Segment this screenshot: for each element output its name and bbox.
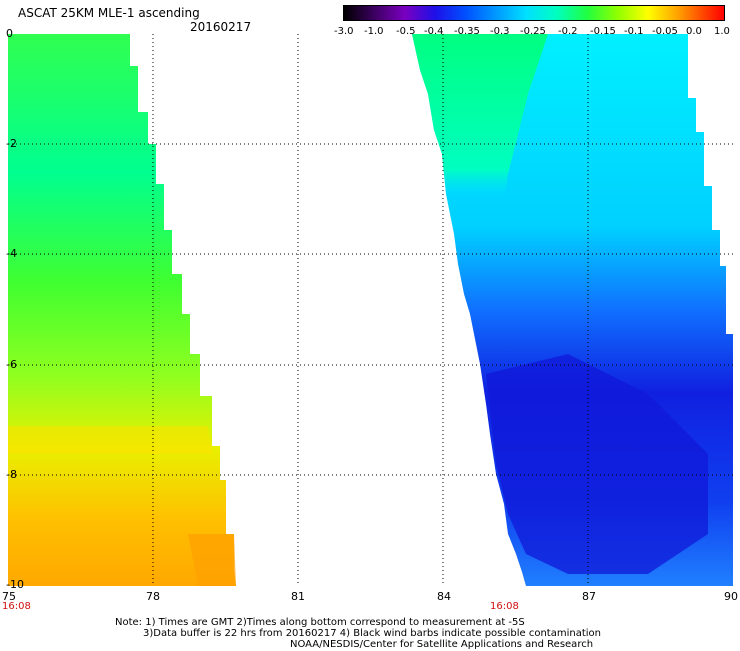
colorbar-label: -3.0 xyxy=(334,26,354,37)
colorbar-label: -0.1 xyxy=(624,26,644,37)
colorbar-label: -0.25 xyxy=(520,26,546,37)
colorbar-label: -0.05 xyxy=(652,26,678,37)
left-swath-orange-patch xyxy=(188,534,236,586)
map-title: ASCAT 25KM MLE-1 ascending xyxy=(18,6,200,20)
y-tick-label: -8 xyxy=(6,468,17,481)
colorbar-label: -0.4 xyxy=(424,26,444,37)
x-tick-label: 75 xyxy=(2,590,16,603)
y-tick-label: -10 xyxy=(6,578,24,591)
colorbar-label: -1.0 xyxy=(364,26,384,37)
time-label: 16:08 xyxy=(2,601,31,612)
right-swath-green-edge xyxy=(412,34,548,334)
colorbar-label: 1.0 xyxy=(714,26,730,37)
colorbar-label: -0.3 xyxy=(490,26,510,37)
x-tick-label: 81 xyxy=(291,590,305,603)
colorbar-label: -0.35 xyxy=(454,26,480,37)
note-line-2: 3)Data buffer is 22 hrs from 20160217 4)… xyxy=(143,628,601,639)
right-swath-deep-blue xyxy=(486,354,708,574)
time-label: 16:08 xyxy=(490,601,519,612)
swath-map xyxy=(8,34,733,586)
colorbar-label: 0.0 xyxy=(686,26,702,37)
note-line-1: Note: 1) Times are GMT 2)Times along bot… xyxy=(115,617,525,628)
x-tick-label: 90 xyxy=(724,590,738,603)
y-tick-label: -6 xyxy=(6,358,17,371)
y-tick-label: 0 xyxy=(6,27,13,40)
left-swath xyxy=(8,34,236,586)
x-tick-label: 87 xyxy=(582,590,596,603)
note-line-3: NOAA/NESDIS/Center for Satellite Applica… xyxy=(290,639,594,650)
y-tick-label: -4 xyxy=(6,247,17,260)
x-tick-label: 84 xyxy=(437,590,451,603)
left-swath-yellow-band xyxy=(8,426,212,454)
grid-lines xyxy=(8,34,733,586)
colorbar-label: -0.5 xyxy=(396,26,416,37)
colorbar-label: -0.2 xyxy=(558,26,578,37)
y-tick-label: -2 xyxy=(6,137,17,150)
color-scale-bar xyxy=(343,5,725,21)
colorbar-label: -0.15 xyxy=(590,26,616,37)
map-date: 20160217 xyxy=(190,20,252,34)
x-tick-label: 78 xyxy=(146,590,160,603)
